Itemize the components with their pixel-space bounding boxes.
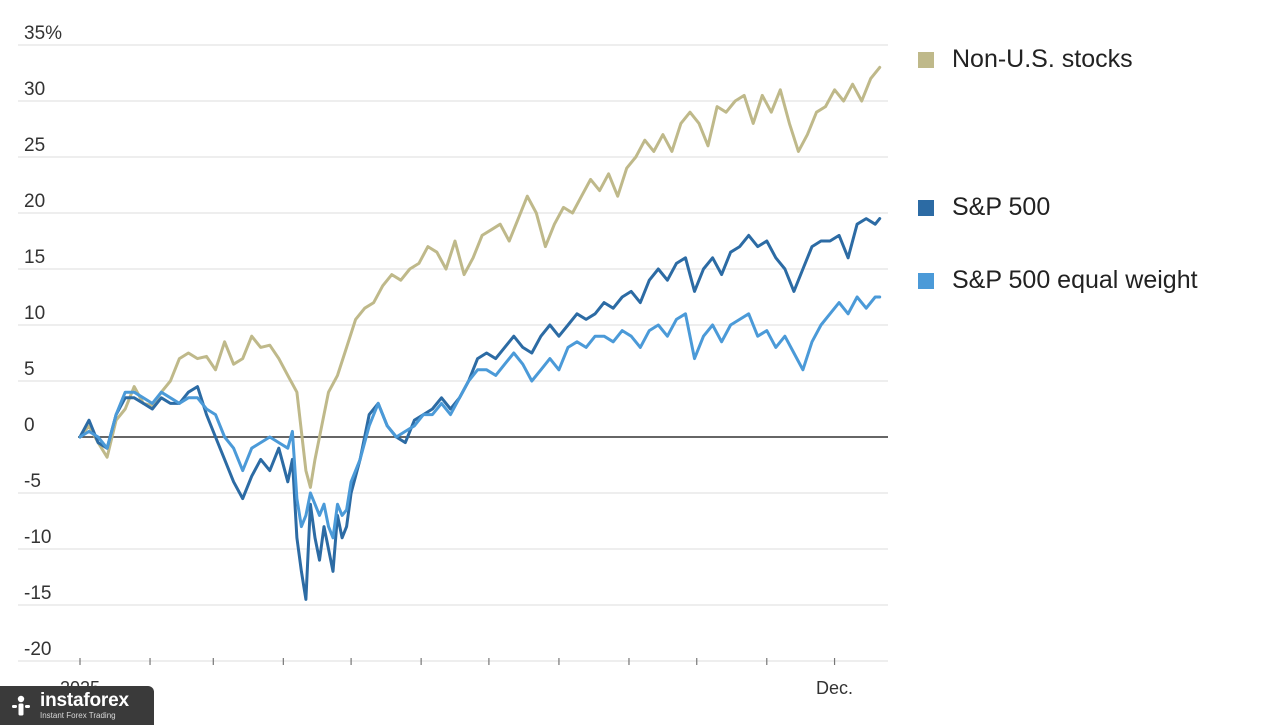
watermark-tagline: Instant Forex Trading [40,711,116,720]
gridlines [18,44,888,662]
series-lines [78,65,882,601]
x-tick-label: Dec. [816,678,853,698]
legend-swatch-non-us-stocks [918,51,934,68]
y-tick-label: -15 [24,583,51,604]
legend-label-non-us-stocks: Non-U.S. stocks [952,45,1133,73]
legend-label-sp500: S&P 500 [952,193,1051,221]
instaforex-logo-icon [12,695,30,715]
y-tick-label: 10 [24,303,45,324]
y-tick-label: 0 [24,415,35,436]
legend-item-non-us-stocks: Non-U.S. stocks [918,45,1133,74]
legend-swatch-sp500-equal-weight [918,272,934,289]
y-tick-label: 15 [24,247,45,268]
x-axis: 2025Dec. [60,658,853,698]
y-tick-label: -5 [24,471,41,492]
y-tick-label: 25 [24,135,45,156]
legend-swatch-sp500 [918,199,934,216]
y-tick-label: -10 [24,527,51,548]
y-tick-label: 20 [24,191,45,212]
series-line-s-p-500-equal-weight [78,295,882,540]
legend-label-sp500-equal-weight: S&P 500 equal weight [952,266,1198,294]
watermark-brand: instaforex [40,690,129,711]
series-line-s-p-500 [78,217,882,601]
legend: Non-U.S. stocks S&P 500 S&P 500 equal we… [918,0,1278,320]
y-tick-label: 35% [24,23,62,44]
series-line-non-u-s-stocks [78,65,882,489]
legend-item-sp500: S&P 500 [918,193,1050,222]
legend-item-sp500-equal-weight: S&P 500 equal weight [918,266,1198,295]
y-tick-label: 30 [24,79,45,100]
instaforex-watermark: instaforex Instant Forex Trading [0,686,154,725]
y-axis-ticks: 35% 30 25 20 15 10 5 0 -5 -10 -15 -20 [24,23,62,660]
y-tick-label: -20 [24,639,51,660]
y-tick-label: 5 [24,359,35,380]
